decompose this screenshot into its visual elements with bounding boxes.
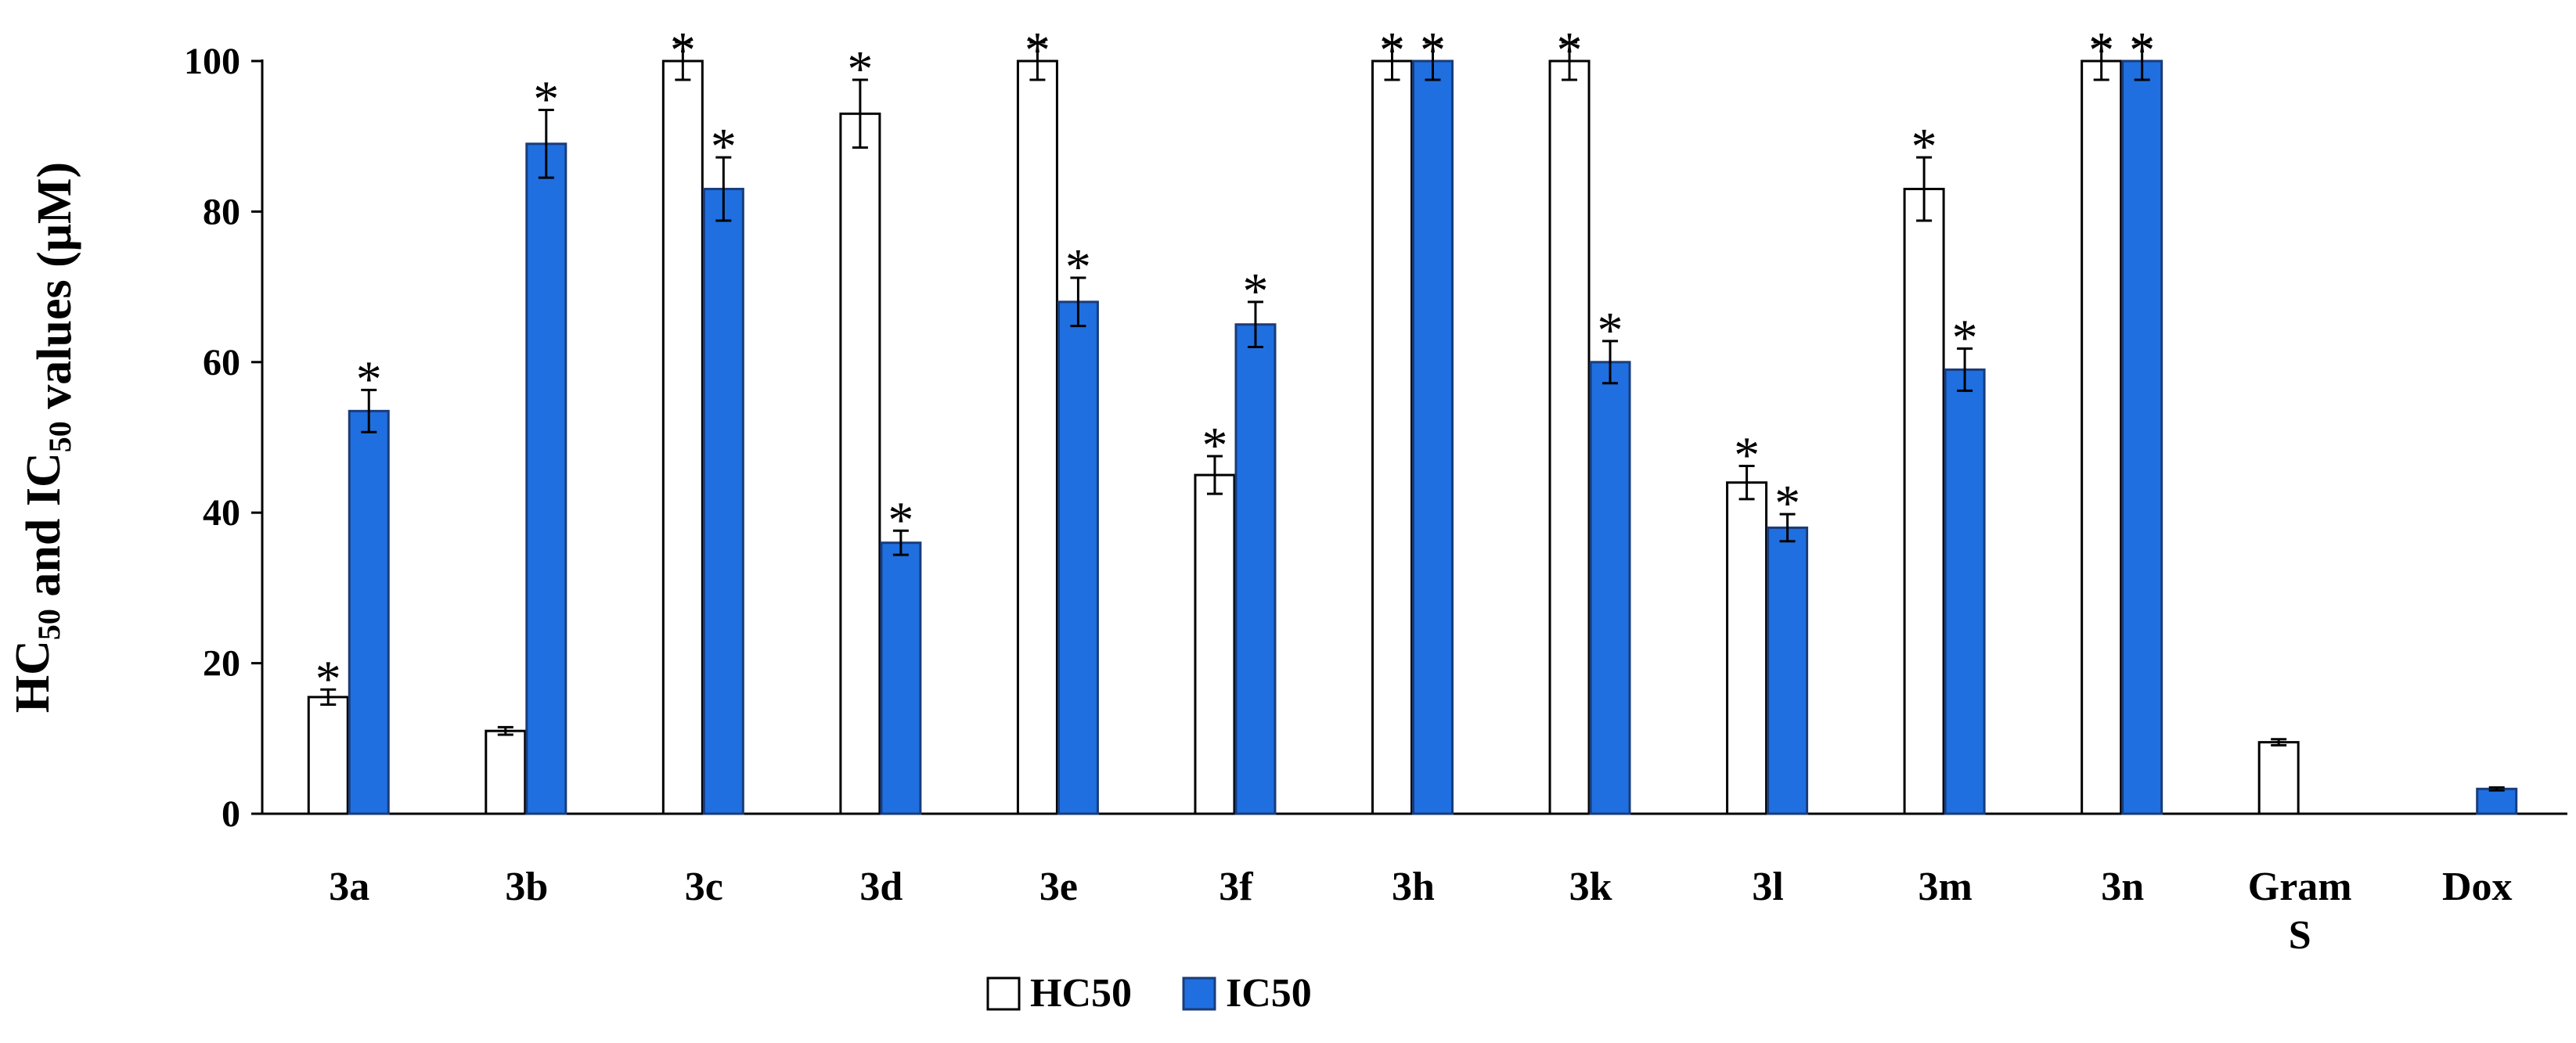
significance-marker: *: [1911, 118, 1937, 175]
x-tick-label: Gram S: [2248, 865, 2352, 958]
significance-marker: *: [1774, 475, 1800, 532]
ic50-bar-3f: [1234, 323, 1277, 815]
significance-marker: *: [356, 351, 382, 408]
hc50-bar-3c: [661, 59, 704, 815]
significance-marker: *: [315, 650, 341, 707]
hc50-bar-3f: [1194, 473, 1236, 815]
bars: [307, 41, 2518, 815]
legend-label-ic50: IC50: [1226, 971, 1312, 1016]
ic50-bar-3a: [348, 409, 390, 815]
legend-swatch-hc50: [986, 976, 1021, 1011]
ic50-bar-3l: [1767, 526, 1809, 815]
significance-marker: *: [1202, 417, 1227, 474]
y-tick-label: 0: [222, 793, 240, 835]
significance-marker: *: [1557, 22, 1583, 79]
ic50-bar-3h: [1412, 59, 1454, 815]
hc50-bar-3l: [1726, 481, 1768, 815]
significance-marker: *: [1242, 263, 1268, 320]
x-tick-label: 3l: [1752, 865, 1783, 909]
y-tick-label: 20: [203, 643, 240, 685]
x-tick-label: 3k: [1569, 865, 1612, 909]
labels: HC50 and IC50 values (μM)**3a*3b**3c**3d…: [6, 22, 2513, 958]
x-tick-label: 3n: [2101, 865, 2144, 909]
significance-marker: *: [670, 22, 696, 79]
significance-marker: *: [1379, 22, 1405, 79]
y-tick-label: 80: [203, 191, 240, 232]
hc50-bar-Gram-S: [2257, 741, 2300, 815]
x-tick-label: 3m: [1918, 865, 1972, 909]
significance-marker: *: [533, 71, 559, 128]
x-tick-label: 3d: [859, 865, 903, 909]
significance-marker: *: [1065, 239, 1091, 296]
significance-marker: *: [2129, 22, 2155, 79]
hc50-bar-3d: [839, 112, 881, 815]
x-tick-label: 3b: [505, 865, 548, 909]
legend-label-hc50: HC50: [1030, 971, 1132, 1016]
ic50-bar-3d: [880, 541, 922, 815]
x-tick-label: 3c: [685, 865, 723, 909]
significance-marker: *: [1025, 22, 1050, 79]
hc50-bar-3k: [1548, 59, 1591, 815]
x-tick-label: Dox: [2442, 865, 2513, 909]
y-tick-label: 60: [203, 342, 240, 383]
hc50-bar-3n: [2081, 59, 2123, 815]
significance-marker: *: [1598, 302, 1623, 359]
ic50-bar-3e: [1057, 300, 1099, 815]
ic50-bar-3m: [1944, 368, 1986, 815]
ic50-bar-3b: [525, 142, 567, 815]
axes: 0 20 40 60 80 100: [184, 41, 2567, 835]
significance-marker: *: [888, 491, 913, 548]
ic50-bar-3c: [702, 188, 744, 815]
hc50-bar-3h: [1371, 59, 1413, 815]
significance-marker: *: [847, 41, 873, 98]
significance-marker: *: [1420, 22, 1446, 79]
y-tick-label: 100: [184, 41, 240, 82]
ic50-bar-3n: [2121, 59, 2163, 815]
y-tick-label: 40: [203, 492, 240, 534]
hc50-bar-3m: [1903, 188, 1945, 815]
significance-marker: *: [2088, 22, 2114, 79]
significance-marker: *: [1734, 427, 1760, 484]
ic50-bar-3k: [1589, 361, 1631, 815]
x-tick-label: 3h: [1392, 865, 1435, 909]
legend-swatch-ic50: [1182, 976, 1216, 1011]
ic50-bar-Dox: [2476, 787, 2518, 815]
x-tick-label: 3e: [1039, 865, 1078, 909]
hc50-bar-3b: [485, 729, 527, 815]
x-tick-label: 3f: [1219, 865, 1253, 909]
hc50-bar-3e: [1016, 59, 1058, 815]
significance-marker: *: [711, 118, 737, 175]
legend: HC50 IC50: [986, 971, 1312, 1016]
y-axis-label: HC50 and IC50 values (μM): [6, 162, 81, 713]
x-tick-label: 3a: [329, 865, 369, 909]
significance-marker: *: [1952, 309, 1978, 366]
hc50-bar-3a: [307, 696, 349, 815]
